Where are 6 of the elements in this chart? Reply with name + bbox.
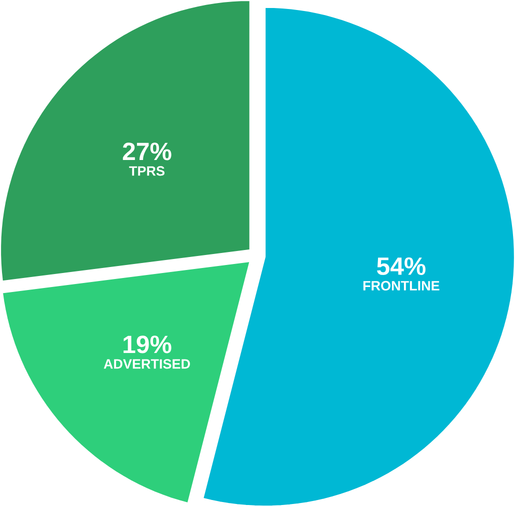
data-label: 19% xyxy=(124,336,172,354)
slice-label: ADVERTISED xyxy=(104,359,190,369)
slice-label: TPRS xyxy=(129,166,164,176)
slice-label: FRONTLINE xyxy=(363,281,440,291)
data-label: 27% xyxy=(122,142,172,160)
data-label: 54% xyxy=(376,258,426,276)
